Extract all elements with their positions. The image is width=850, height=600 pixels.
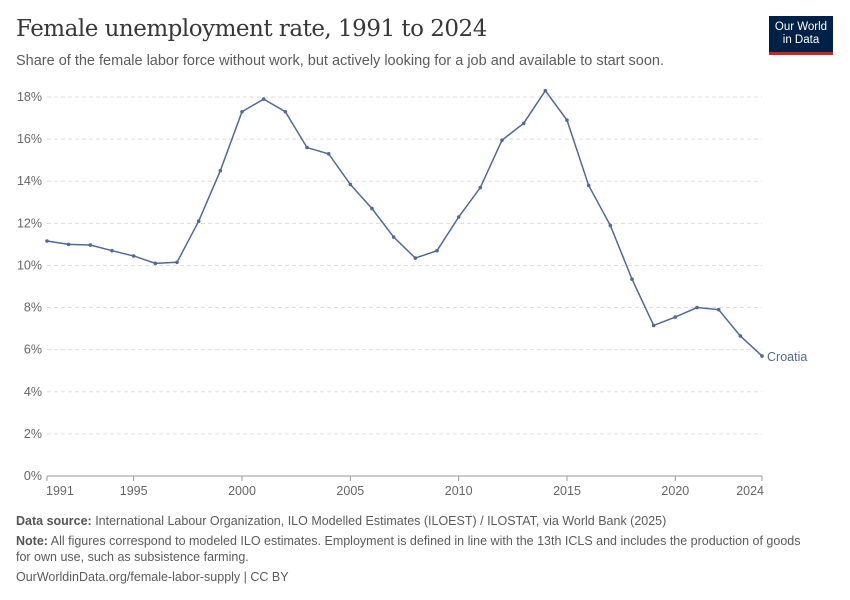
data-point xyxy=(175,260,179,265)
logo-line-2: in Data xyxy=(782,34,820,46)
data-point xyxy=(695,305,699,310)
data-point xyxy=(435,248,439,253)
note-label: Note: xyxy=(16,534,48,548)
data-point xyxy=(66,242,71,247)
data-point xyxy=(456,215,461,219)
y-tick-label: 4% xyxy=(24,385,42,399)
data-point xyxy=(240,109,244,114)
x-tick-label: 2015 xyxy=(553,484,581,498)
data-point xyxy=(283,109,288,114)
owid-logo[interactable]: Our World in Data xyxy=(769,16,833,55)
series-label: Croatia xyxy=(767,350,807,364)
source-url[interactable]: OurWorldinData.org/female-labor-supply |… xyxy=(16,570,289,584)
data-point xyxy=(88,243,93,247)
data-point xyxy=(153,261,158,266)
y-tick-label: 12% xyxy=(17,216,42,230)
data-point xyxy=(370,206,374,211)
data-point xyxy=(391,235,396,239)
data-point xyxy=(326,152,331,156)
y-tick-label: 8% xyxy=(24,301,42,315)
data-point xyxy=(261,97,266,101)
source-label: Data source: xyxy=(16,514,92,528)
data-point xyxy=(500,138,504,142)
x-tick-label: 2020 xyxy=(661,484,689,498)
data-point xyxy=(586,183,591,188)
y-tick-label: 10% xyxy=(17,258,42,272)
logo-line-1: Our World xyxy=(774,21,828,33)
data-point xyxy=(305,145,309,150)
y-tick-label: 16% xyxy=(17,132,42,146)
note-text: All figures correspond to modeled ILO es… xyxy=(16,534,801,564)
y-tick-label: 6% xyxy=(24,343,42,357)
data-point xyxy=(478,185,483,190)
data-point xyxy=(630,277,634,281)
chart-subtitle: Share of the female labor force without … xyxy=(16,53,665,69)
source-text: International Labour Organization, ILO M… xyxy=(91,514,667,528)
data-point xyxy=(716,307,721,312)
data-point xyxy=(521,121,526,126)
data-point xyxy=(45,239,49,243)
y-tick-label: 2% xyxy=(24,427,42,441)
data-point xyxy=(218,168,223,173)
data-point xyxy=(738,334,743,338)
data-point xyxy=(651,323,656,328)
data-source: Data source: International Labour Organi… xyxy=(16,513,816,529)
data-point xyxy=(131,254,136,258)
chart-title: Female unemployment rate, 1991 to 2024 xyxy=(16,16,487,42)
note: Note: All figures correspond to modeled … xyxy=(16,533,816,565)
x-tick-label: 2000 xyxy=(228,484,256,498)
y-tick-label: 18% xyxy=(17,90,42,104)
data-point xyxy=(673,315,678,319)
series-line xyxy=(46,89,763,357)
x-tick-label: 1991 xyxy=(46,484,74,498)
x-tick-label: 1995 xyxy=(120,484,148,498)
data-point xyxy=(608,223,613,228)
data-point xyxy=(413,256,418,260)
data-point xyxy=(565,118,569,122)
data-point xyxy=(348,182,353,187)
x-tick-label: 2010 xyxy=(445,484,473,498)
y-tick-label: 14% xyxy=(17,174,42,188)
data-point xyxy=(110,248,114,253)
y-tick-label: 0% xyxy=(24,469,42,483)
data-point xyxy=(196,219,201,224)
data-point xyxy=(760,354,764,358)
x-tick-label: 2024 xyxy=(736,484,764,498)
data-point xyxy=(543,88,548,93)
x-tick-label: 2005 xyxy=(336,484,364,498)
line-chart: 0% 2% 4% 6% 8% 10% 12% 14% 16% 18% 1991 1995 2000 200… xyxy=(17,88,807,498)
